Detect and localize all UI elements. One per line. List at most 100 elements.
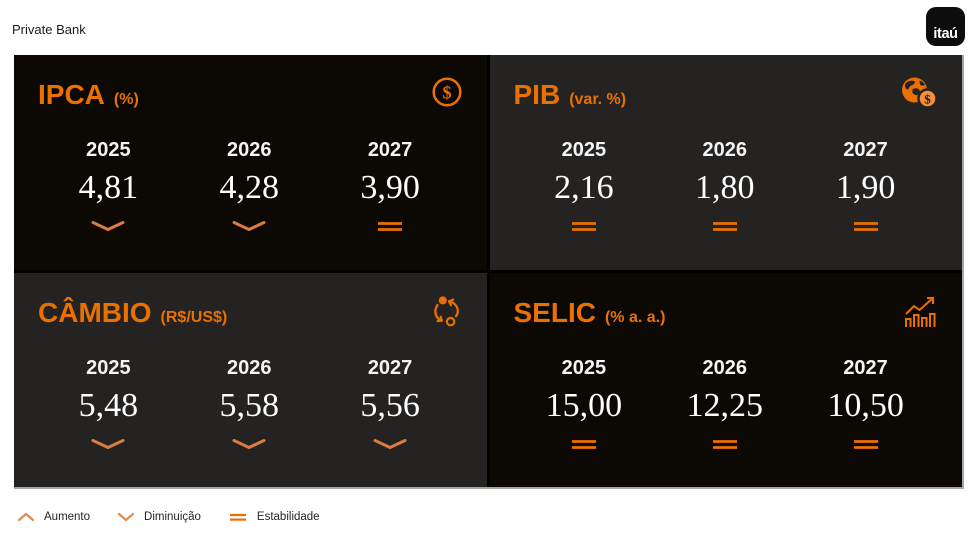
itau-logo-text: itaú [933,26,958,42]
year-label: 2027 [843,356,888,379]
legend-label: Estabilidade [256,511,320,523]
panel-pib[interactable]: PIB (var. %) $ 2025 2,16 2026 1,80 [489,55,962,270]
trend-icon [514,437,655,453]
indicator-value: 10,50 [827,386,904,424]
trend-icon [514,219,655,235]
panel-title: IPCA [38,79,105,110]
kpi-grid: IPCA (%) $ 2025 4,81 2026 4,28 2027 3,90 [14,55,964,489]
kpi-column: 2025 5,48 [38,357,179,453]
panel-unit: (%) [113,91,139,108]
indicator-value: 12,25 [686,386,763,424]
trend-icon [654,219,795,235]
trend-icon [320,219,461,235]
panel-unit: (% a. a.) [604,308,666,326]
chevron-down-icon [229,437,269,451]
equals-icon [705,437,745,451]
kpi-column: 2027 5,56 [320,357,461,453]
chevron-up-icon [17,512,35,522]
year-label: 2025 [561,356,607,379]
legend-item-aumento: Aumento [17,511,90,523]
chevron-down-icon [88,437,128,451]
legend-item-estabilidade: Estabilidade [228,511,320,523]
kpi-column: 2026 5,58 [179,357,320,453]
panel-title: SELIC [513,296,596,328]
indicator-value: 5,48 [78,386,139,424]
dollar-circle-icon: $ [431,76,463,108]
panel-header: IPCA (%) [38,79,461,111]
trend-icon [179,437,320,453]
year-label: 2025 [86,139,131,161]
exchange-arrows-icon [429,294,463,328]
kpi-column: 2026 12,25 [654,357,795,453]
trend-icon [179,219,320,235]
equals-icon [846,437,886,451]
panel-selic[interactable]: SELIC (% a. a.) 2025 15,00 [489,272,962,487]
indicator-value: 15,00 [545,386,623,424]
trend-icon [38,437,179,453]
chevron-down-icon [117,512,135,522]
panel-ipca[interactable]: IPCA (%) $ 2025 4,81 2026 4,28 2027 3,90 [14,55,487,270]
trend-legend: Aumento Diminuição Estabilidade [17,511,320,523]
indicator-value: 5,58 [219,386,279,424]
svg-text:$: $ [924,91,931,106]
kpi-column: 2026 1,80 [654,139,795,235]
kpi-column: 2025 15,00 [514,357,655,453]
itau-logo: itaú [926,7,965,46]
kpi-column: 2025 2,16 [514,139,655,235]
year-label: 2025 [86,356,131,379]
brand-label: Private Bank [12,22,86,37]
bar-chart-up-icon [902,294,938,328]
year-label: 2027 [367,139,413,161]
chevron-down-icon [88,219,128,233]
legend-item-diminuicao: Diminuição [117,511,201,523]
panel-columns: 2025 15,00 2026 12,25 2027 10,50 [514,357,937,453]
indicator-value: 2,16 [554,169,614,206]
year-label: 2027 [843,139,888,161]
equals-icon [564,437,604,451]
year-label: 2026 [226,356,272,379]
panel-unit: (R$/US$) [160,308,228,326]
panel-columns: 2025 5,48 2026 5,58 2027 5,56 [38,357,461,453]
panel-columns: 2025 4,81 2026 4,28 2027 3,90 [38,139,461,235]
kpi-column: 2027 3,90 [320,139,461,235]
equals-icon [846,219,886,233]
equals-icon [370,219,410,233]
equals-icon [705,219,745,233]
trend-icon [654,437,795,453]
kpi-column: 2026 4,28 [179,139,320,235]
globe-dollar-icon: $ [900,76,938,109]
legend-label: Diminuição [144,511,201,523]
year-label: 2026 [702,356,747,379]
panel-title: PIB [513,79,561,110]
trend-icon [795,219,936,235]
chevron-down-icon [370,437,410,451]
trend-icon [38,219,179,235]
panel-title: CÂMBIO [38,296,152,328]
trend-icon [795,437,936,453]
chevron-down-icon [229,219,269,233]
indicator-value: 5,56 [360,386,420,424]
trend-icon [320,437,461,453]
kpi-column: 2025 4,81 [38,139,179,235]
kpi-column: 2027 1,90 [795,139,936,235]
panel-unit: (var. %) [569,91,627,108]
equals-icon [228,512,248,522]
indicator-value: 4,81 [78,169,139,206]
equals-icon [564,219,604,233]
kpi-column: 2027 10,50 [795,357,936,453]
svg-text:$: $ [442,83,451,103]
indicator-value: 4,28 [219,169,279,206]
panel-header: SELIC (% a. a.) [514,297,937,329]
indicator-value: 1,90 [835,169,896,206]
year-label: 2025 [561,139,607,161]
year-label: 2027 [367,356,413,379]
panel-header: CÂMBIO (R$/US$) [38,297,461,329]
panel-header: PIB (var. %) [514,79,937,111]
panel-cambio[interactable]: CÂMBIO (R$/US$) 2025 5,48 [14,272,487,487]
panel-columns: 2025 2,16 2026 1,80 2027 1,90 [514,139,937,235]
legend-label: Aumento [44,511,91,523]
indicator-value: 3,90 [360,169,420,206]
year-label: 2026 [702,139,747,161]
year-label: 2026 [226,139,272,161]
indicator-value: 1,80 [694,169,755,206]
